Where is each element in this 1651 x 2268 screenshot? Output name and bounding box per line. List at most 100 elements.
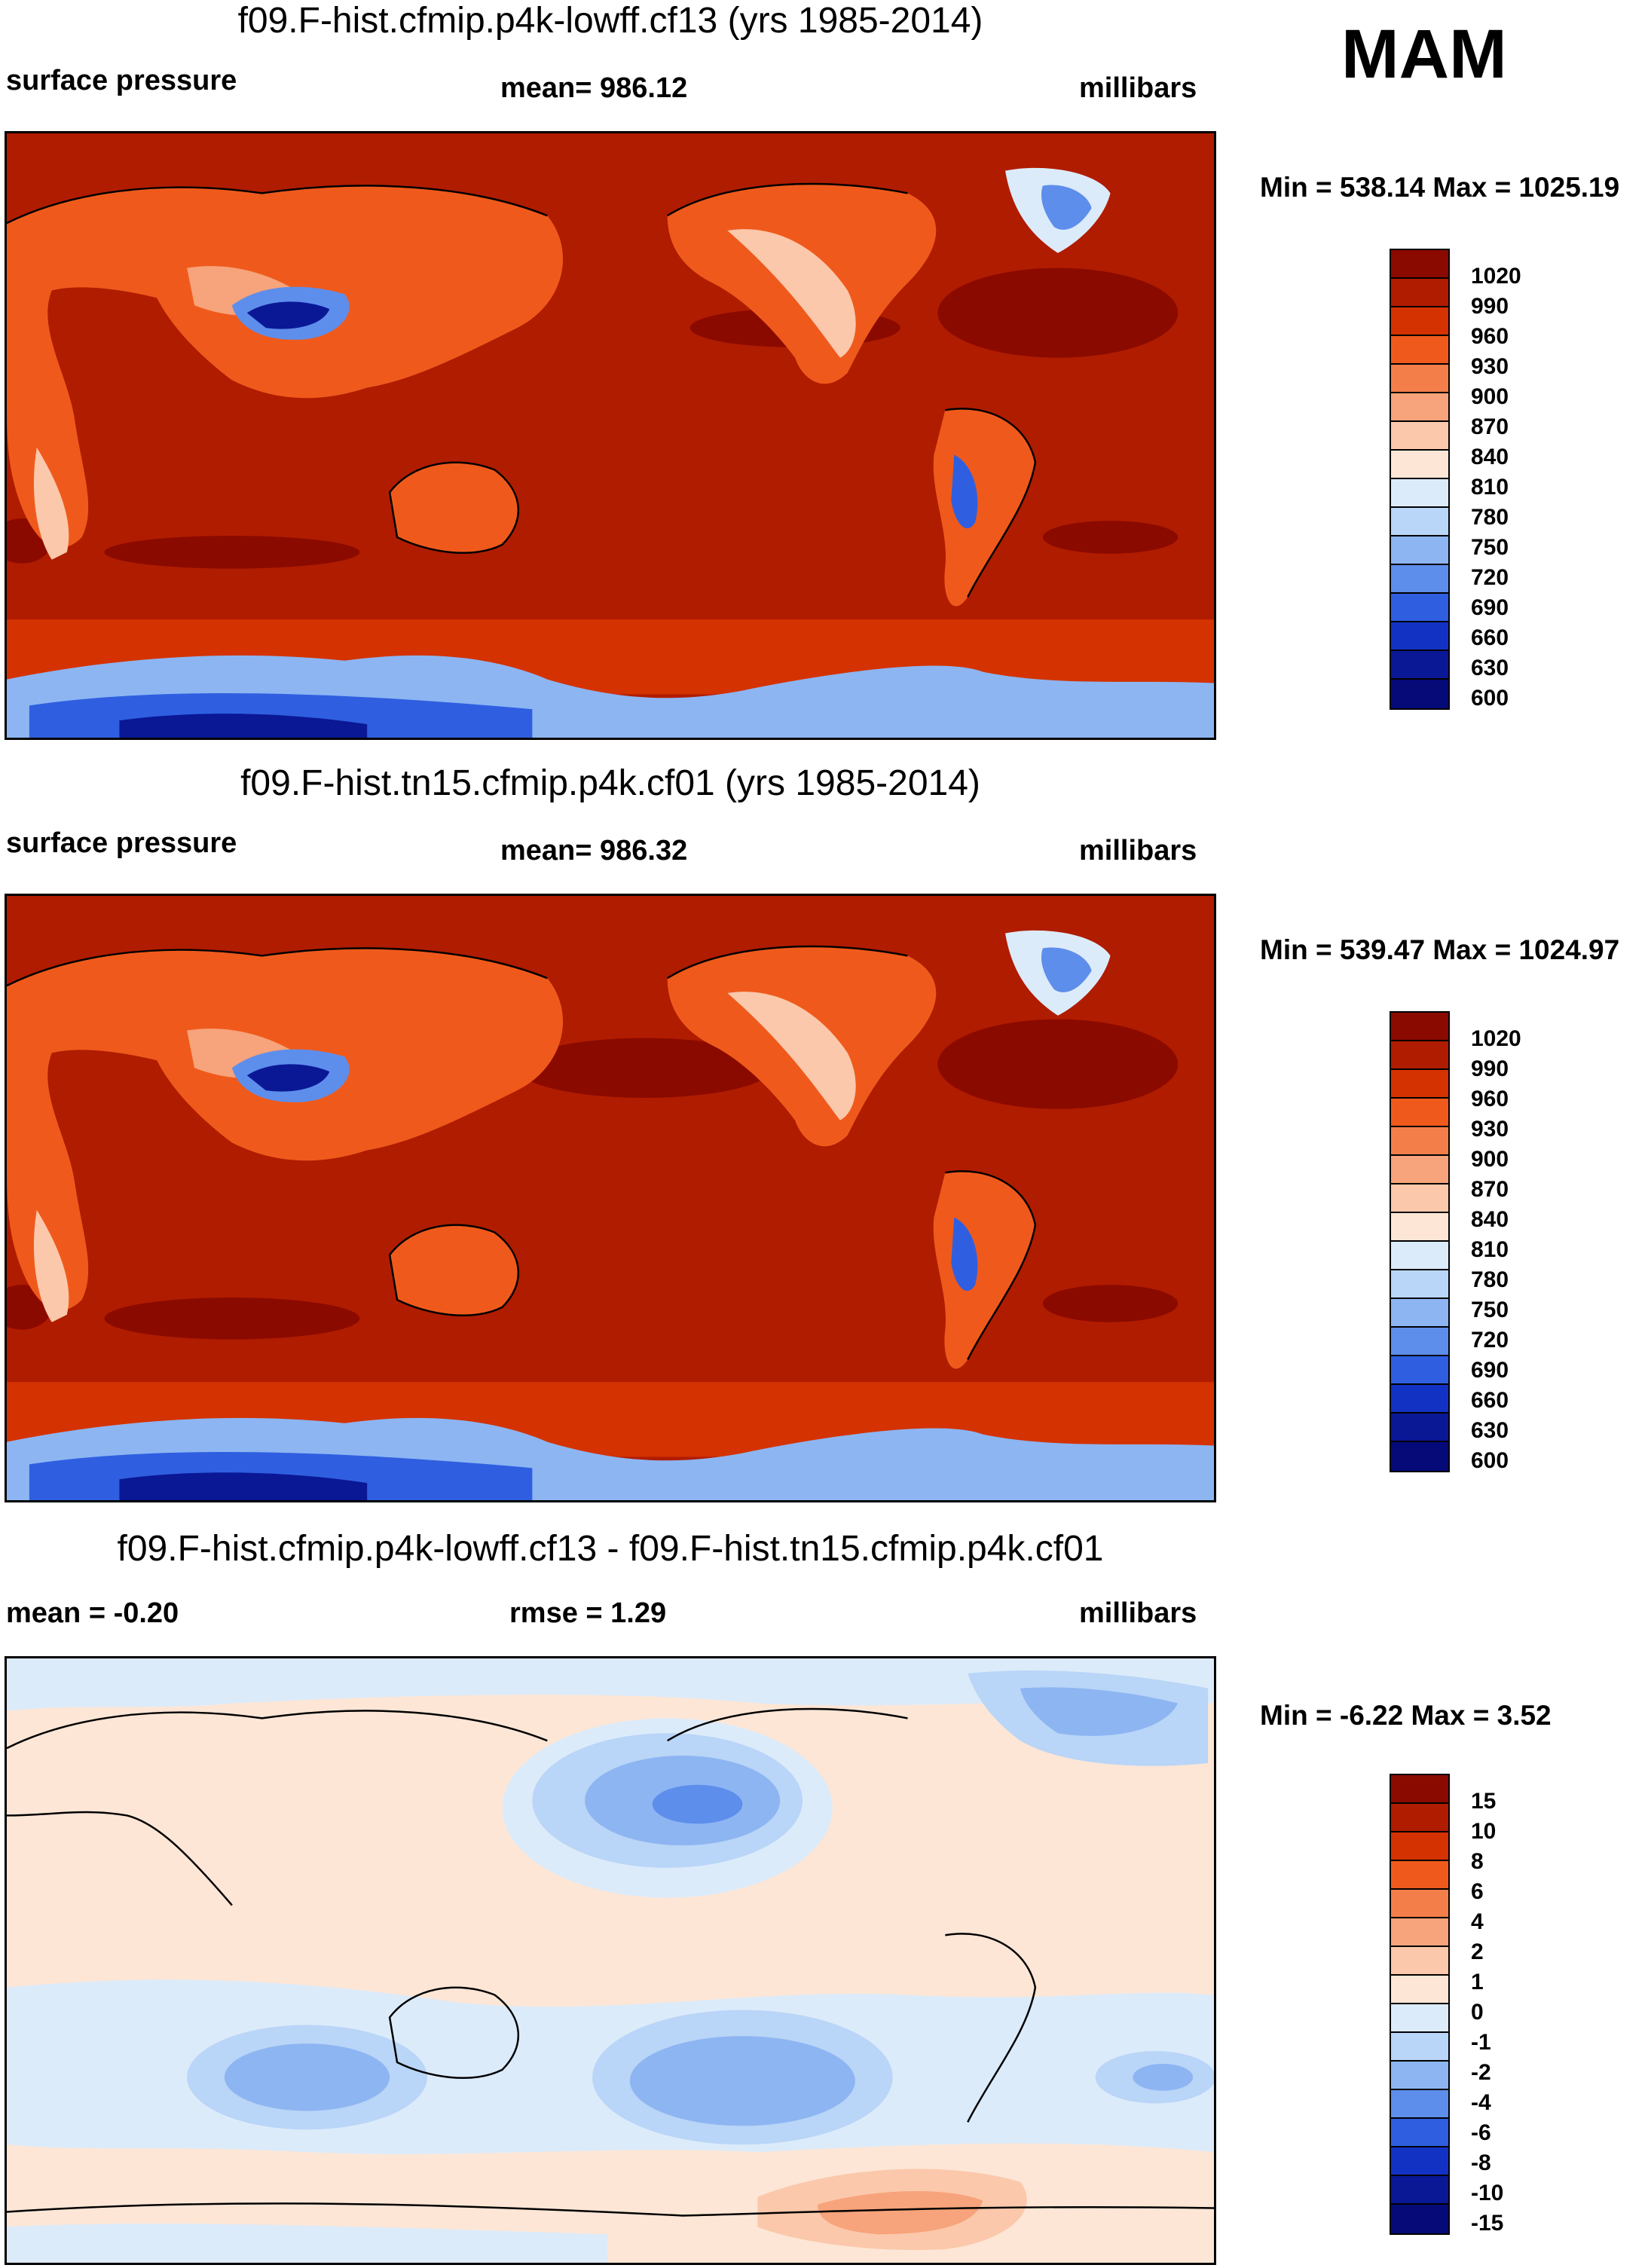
panel-3-mean-label: mean = -0.20 — [6, 1597, 179, 1629]
colorbar-swatch — [1391, 1442, 1448, 1471]
colorbar-swatch — [1391, 536, 1448, 565]
colorbar-tick-label: -15 — [1471, 2211, 1504, 2236]
colorbar-tick-label: -10 — [1471, 2181, 1504, 2205]
colorbar-swatch — [1391, 307, 1448, 336]
panel-1-colorbar-labels: 1020 990 960 930 900 870 840 810 780 750… — [1471, 264, 1521, 716]
colorbar-tick-label: 960 — [1471, 1087, 1509, 1111]
colorbar-swatch — [1391, 2033, 1448, 2062]
panel-1-colorbar — [1390, 249, 1450, 710]
panel-3-map — [5, 1656, 1216, 2265]
colorbar-swatch — [1391, 1270, 1448, 1299]
colorbar-tick-label: 2 — [1471, 1939, 1484, 1964]
colorbar-tick-label: 780 — [1471, 505, 1509, 530]
colorbar-swatch — [1391, 2205, 1448, 2233]
colorbar-swatch — [1391, 2176, 1448, 2205]
colorbar-tick-label: -6 — [1471, 2120, 1491, 2145]
colorbar-swatch — [1391, 1184, 1448, 1213]
colorbar-tick-label: 900 — [1471, 384, 1509, 409]
panel-2-variable-label: surface pressure — [6, 827, 237, 859]
colorbar-tick-label: 750 — [1471, 535, 1509, 560]
colorbar-swatch — [1391, 1099, 1448, 1127]
colorbar-tick-label: 840 — [1471, 445, 1509, 469]
colorbar-tick-label: -4 — [1471, 2090, 1491, 2115]
colorbar-tick-label: 870 — [1471, 1177, 1509, 1202]
colorbar-swatch — [1391, 1414, 1448, 1442]
panel-3-title: f09.F-hist.cfmip.p4k-lowff.cf13 - f09.F-… — [117, 1529, 1104, 1569]
colorbar-swatch — [1391, 1242, 1448, 1270]
colorbar-swatch — [1391, 2147, 1448, 2176]
colorbar-tick-label: -1 — [1471, 2030, 1491, 2055]
colorbar-tick-label: 930 — [1471, 1117, 1509, 1142]
colorbar-tick-label: 660 — [1471, 625, 1509, 650]
panel-2-min-max: Min = 539.47 Max = 1024.97 — [1260, 934, 1620, 965]
colorbar-swatch — [1391, 2119, 1448, 2147]
colorbar-swatch — [1391, 1127, 1448, 1156]
colorbar-tick-label: 630 — [1471, 656, 1509, 680]
colorbar-swatch — [1391, 1213, 1448, 1242]
panel-2-mean-label: mean= 986.32 — [500, 835, 688, 867]
colorbar-tick-label: 720 — [1471, 1328, 1509, 1353]
colorbar-tick-label: 15 — [1471, 1789, 1497, 1814]
panel-1-map — [5, 131, 1216, 740]
panel-3-rmse-label: rmse = 1.29 — [509, 1597, 667, 1629]
colorbar-swatch — [1391, 594, 1448, 622]
colorbar-tick-label: 690 — [1471, 595, 1509, 620]
colorbar-tick-label: -2 — [1471, 2060, 1491, 2085]
colorbar-tick-label: 990 — [1471, 294, 1509, 319]
colorbar-swatch — [1391, 565, 1448, 594]
colorbar-swatch — [1391, 1861, 1448, 1890]
colorbar-swatch — [1391, 680, 1448, 708]
colorbar-swatch — [1391, 1947, 1448, 1976]
colorbar-swatch — [1391, 1832, 1448, 1861]
colorbar-tick-label: 660 — [1471, 1388, 1509, 1413]
colorbar-swatch — [1391, 2004, 1448, 2033]
colorbar-tick-label: 6 — [1471, 1879, 1484, 1904]
panel-3-colorbar-labels: 15 10 8 6 4 2 1 0 -1 -2 -4 -6 -8 -10 -15 — [1471, 1789, 1503, 2241]
colorbar-swatch — [1391, 250, 1448, 279]
panel-2-title: f09.F-hist.tn15.cfmip.p4k.cf01 (yrs 1985… — [240, 763, 980, 803]
colorbar-tick-label: 630 — [1471, 1418, 1509, 1443]
colorbar-swatch — [1391, 1356, 1448, 1385]
colorbar-swatch — [1391, 1976, 1448, 2004]
colorbar-tick-label: 810 — [1471, 475, 1509, 500]
colorbar-tick-label: 600 — [1471, 686, 1509, 711]
colorbar-swatch — [1391, 1385, 1448, 1414]
colorbar-tick-label: -8 — [1471, 2150, 1491, 2175]
colorbar-tick-label: 900 — [1471, 1147, 1509, 1172]
colorbar-tick-label: 1020 — [1471, 1026, 1521, 1051]
colorbar-tick-label: 840 — [1471, 1207, 1509, 1232]
panel-3-units-label: millibars — [1079, 1597, 1197, 1629]
panel-2-map — [5, 894, 1216, 1502]
colorbar-tick-label: 8 — [1471, 1849, 1484, 1874]
colorbar-swatch — [1391, 651, 1448, 680]
colorbar-swatch — [1391, 479, 1448, 508]
panel-3-colorbar — [1390, 1774, 1450, 2235]
colorbar-tick-label: 720 — [1471, 565, 1509, 590]
colorbar-swatch — [1391, 279, 1448, 307]
colorbar-tick-label: 4 — [1471, 1909, 1484, 1934]
colorbar-swatch — [1391, 365, 1448, 393]
colorbar-swatch — [1391, 1328, 1448, 1356]
colorbar-swatch — [1391, 1804, 1448, 1832]
colorbar-tick-label: 690 — [1471, 1358, 1509, 1383]
colorbar-swatch — [1391, 1918, 1448, 1947]
colorbar-tick-label: 10 — [1471, 1819, 1497, 1844]
colorbar-tick-label: 810 — [1471, 1237, 1509, 1262]
colorbar-swatch — [1391, 622, 1448, 651]
panel-1-units-label: millibars — [1079, 72, 1197, 104]
colorbar-swatch — [1391, 2090, 1448, 2119]
panel-1-mean-label: mean= 986.12 — [500, 72, 688, 104]
colorbar-swatch — [1391, 508, 1448, 536]
colorbar-swatch — [1391, 1890, 1448, 1918]
colorbar-swatch — [1391, 451, 1448, 479]
panel-2-colorbar — [1390, 1011, 1450, 1472]
colorbar-tick-label: 1020 — [1471, 264, 1521, 289]
colorbar-swatch — [1391, 1070, 1448, 1099]
panel-1-variable-label: surface pressure — [6, 65, 237, 96]
season-label: MAM — [1341, 16, 1507, 93]
panel-2-colorbar-labels: 1020 990 960 930 900 870 840 810 780 750… — [1471, 1026, 1521, 1478]
colorbar-tick-label: 960 — [1471, 324, 1509, 349]
colorbar-swatch — [1391, 422, 1448, 451]
colorbar-swatch — [1391, 1156, 1448, 1184]
colorbar-tick-label: 990 — [1471, 1056, 1509, 1081]
